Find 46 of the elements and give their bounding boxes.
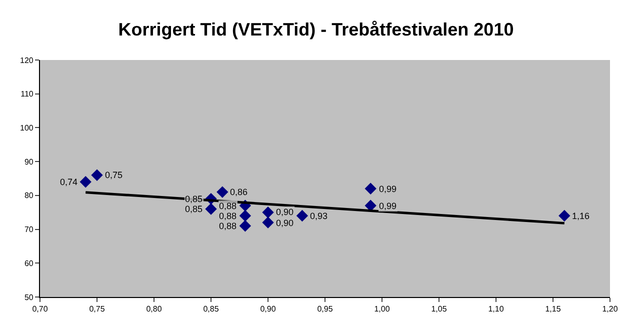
- x-tick-label: 1,20: [602, 304, 618, 314]
- x-tick-label: 0,85: [203, 304, 220, 314]
- annotation: 0,85: [185, 204, 203, 214]
- annotation: 0,88: [219, 221, 237, 231]
- x-tick-label: 0,95: [317, 304, 334, 314]
- x-tick-label: 1,15: [545, 304, 562, 314]
- point: [364, 200, 376, 212]
- x-tick-label: 0,80: [146, 304, 162, 314]
- x-tick-label: 0,90: [260, 304, 276, 314]
- x-tick-label: 1,10: [488, 304, 504, 314]
- x-tick-label: 1,00: [374, 304, 390, 314]
- point: [239, 220, 252, 232]
- annotation: 0,74: [60, 177, 78, 187]
- x-tick-label: 1,05: [431, 304, 448, 314]
- annotation: 0,90: [276, 207, 294, 217]
- annotation: 0,75: [105, 170, 123, 180]
- annotation: 0,93: [310, 211, 328, 221]
- point: [91, 169, 103, 181]
- annotation: 0,99: [379, 184, 397, 194]
- point: [216, 186, 228, 198]
- point: [364, 182, 376, 195]
- y-tick-label: 60: [24, 258, 34, 268]
- y-tick-label: 80: [24, 191, 34, 200]
- chart-title: Korrigert Tid (VETxTid) - Trebåtfestivalen 2010: [118, 19, 514, 40]
- annotation: 0,85: [185, 194, 203, 204]
- point: [558, 210, 570, 222]
- x-tick-label: 0,70: [32, 304, 48, 314]
- y-tick-label: 120: [20, 56, 34, 65]
- x-tick-label: 0,75: [89, 304, 106, 314]
- point: [239, 210, 252, 222]
- annotation: 0,86: [230, 187, 248, 197]
- y-tick-label: 110: [20, 90, 34, 99]
- point: [205, 203, 217, 215]
- y-tick-label: 90: [24, 157, 34, 166]
- point: [262, 216, 274, 228]
- y-tick-label: 70: [24, 225, 34, 234]
- y-tick-label: 100: [20, 124, 34, 133]
- annotation: 0,88: [219, 201, 237, 211]
- point: [296, 210, 308, 222]
- point: [80, 176, 92, 188]
- annotation: 0,88: [219, 211, 237, 221]
- point: [262, 206, 274, 218]
- y-tick-label: 50: [24, 292, 34, 302]
- annotation: 0,90: [276, 218, 294, 228]
- annotation: 0,99: [379, 201, 397, 211]
- annotation: 1,16: [572, 211, 590, 221]
